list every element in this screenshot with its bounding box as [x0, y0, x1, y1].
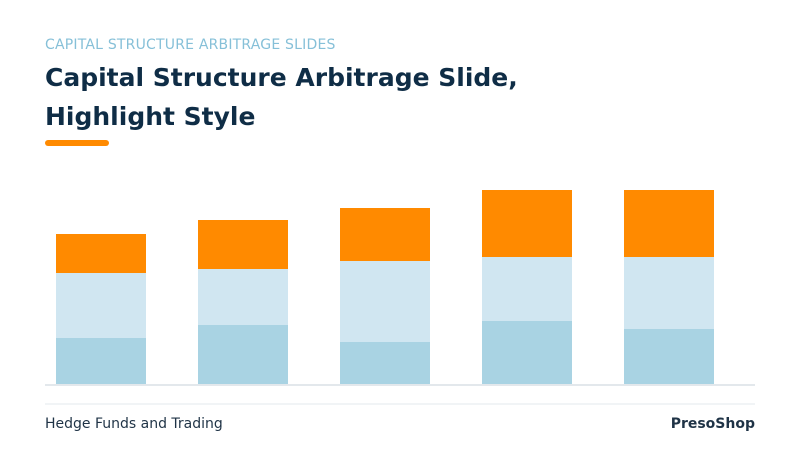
chart: [45, 190, 755, 405]
footer-brand: PresoShop: [670, 416, 755, 432]
bar-segment: [198, 220, 288, 269]
slide-title: Capital Structure Arbitrage Slide, Highl…: [45, 63, 518, 131]
bar-segment: [56, 338, 146, 385]
bar-segment: [340, 261, 430, 342]
bar-segment: [56, 273, 146, 338]
bar-segment: [624, 329, 714, 385]
bar-segment: [56, 234, 146, 273]
kicker: CAPITAL STRUCTURE ARBITRAGE SLIDES: [45, 37, 336, 53]
accent-bar: [45, 140, 109, 146]
bar-segment: [482, 257, 572, 321]
bar-segment: [482, 190, 572, 257]
bar-segment: [340, 208, 430, 261]
bar-segment: [624, 190, 714, 257]
bar-segment: [198, 269, 288, 325]
bar-segment: [624, 257, 714, 329]
bar-segment: [340, 342, 430, 385]
footer-left: Hedge Funds and Trading: [45, 416, 223, 432]
bar-segment: [198, 325, 288, 385]
bar-segment: [482, 321, 572, 385]
